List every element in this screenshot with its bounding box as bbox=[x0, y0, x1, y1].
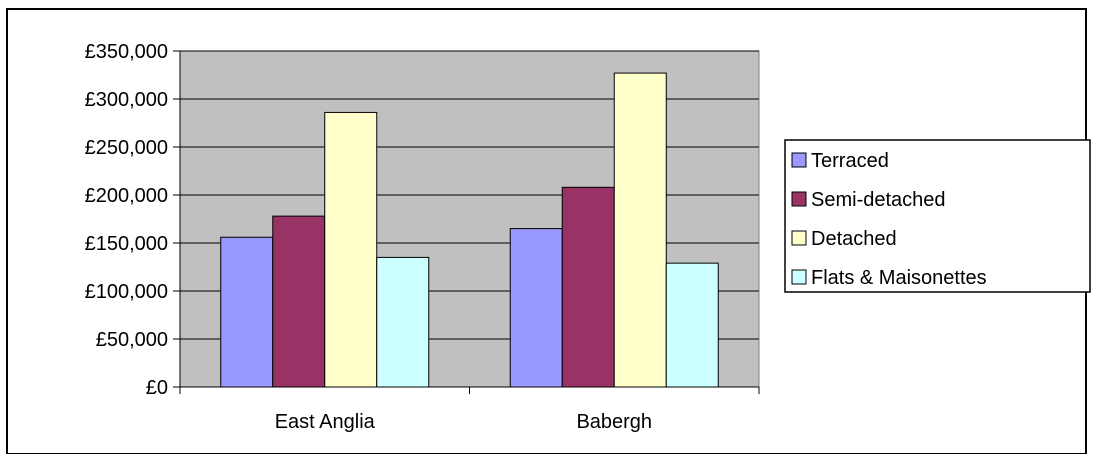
legend-label: Flats & Maisonettes bbox=[811, 267, 987, 289]
bars bbox=[220, 72, 719, 388]
bar-detached-east-anglia bbox=[324, 111, 378, 388]
bar-flats-maisonettes-babergh bbox=[665, 262, 719, 388]
bar-detached-babergh bbox=[613, 72, 667, 388]
x-tick-label: Babergh bbox=[576, 411, 652, 433]
legend-swatch bbox=[791, 230, 807, 246]
legend-swatch bbox=[791, 191, 807, 207]
bar-semi-detached-east-anglia bbox=[272, 215, 326, 388]
y-tick-label: £350,000 bbox=[85, 41, 168, 63]
legend: Terraced Semi-detached Detached Flats & Mai… bbox=[784, 139, 1091, 293]
legend-box bbox=[784, 139, 1091, 293]
x-tick-labels: East Anglia Babergh bbox=[275, 411, 652, 433]
y-tick-label: £0 bbox=[146, 377, 168, 399]
y-tick-label: £150,000 bbox=[85, 233, 168, 255]
x-tick-label: East Anglia bbox=[275, 411, 376, 433]
legend-swatch bbox=[791, 152, 807, 168]
y-tick-label: £300,000 bbox=[85, 89, 168, 111]
y-tick-label: £200,000 bbox=[85, 185, 168, 207]
bar-semi-detached-babergh bbox=[561, 186, 615, 388]
bar-terraced-east-anglia bbox=[220, 236, 274, 388]
legend-label: Terraced bbox=[811, 150, 889, 172]
bar-flats-maisonettes-east-anglia bbox=[376, 256, 430, 388]
y-tick-label: £250,000 bbox=[85, 137, 168, 159]
legend-swatch bbox=[791, 269, 807, 285]
y-tick-labels: £0 £50,000 £100,000 £150,000 £200,000 £250,00… bbox=[85, 41, 168, 399]
legend-label: Detached bbox=[811, 228, 897, 250]
axes bbox=[173, 50, 760, 394]
legend-label: Semi-detached bbox=[811, 189, 946, 211]
bar-terraced-babergh bbox=[509, 228, 563, 388]
y-tick-label: £100,000 bbox=[85, 281, 168, 303]
y-tick-label: £50,000 bbox=[96, 329, 168, 351]
